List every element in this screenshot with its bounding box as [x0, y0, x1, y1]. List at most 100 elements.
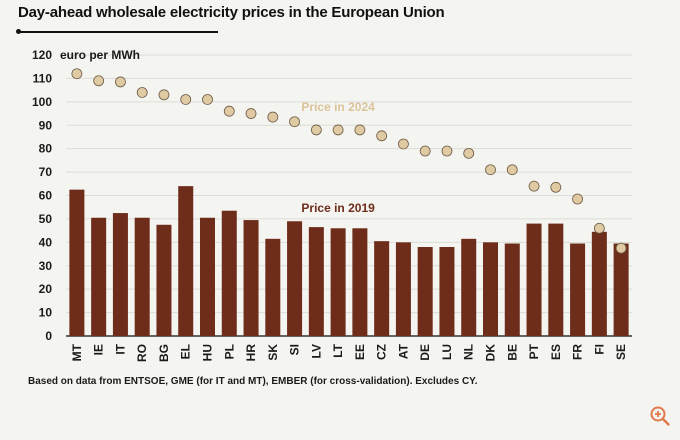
dot-2024	[71, 68, 83, 80]
y-tick-label: 50	[39, 212, 53, 226]
bar-2019	[200, 217, 215, 336]
x-tick-label: NL	[462, 344, 476, 360]
title-underline	[18, 31, 218, 33]
bar-2019	[221, 210, 237, 336]
bar-2019	[395, 242, 411, 336]
bar-2019	[417, 247, 433, 336]
bar-2019	[526, 223, 542, 336]
x-tick-label: EE	[353, 344, 367, 360]
dot-2024	[223, 105, 235, 117]
bar-2019	[374, 241, 390, 336]
source-footnote: Based on data from ENTSOE, GME (for IT a…	[28, 376, 478, 387]
dot-2024	[441, 145, 453, 157]
dot-2024	[398, 138, 409, 150]
y-tick-label: 20	[39, 282, 53, 296]
bar-2019	[504, 243, 520, 336]
bar-2019	[308, 227, 324, 336]
dot-2024	[550, 181, 562, 193]
x-tick-label: SI	[288, 344, 302, 355]
zoom-in-icon[interactable]	[649, 405, 671, 427]
y-tick-label: 40	[39, 235, 53, 249]
x-tick-label: PT	[527, 343, 541, 359]
bar-2019	[591, 231, 607, 336]
dot-2024	[136, 87, 148, 98]
x-tick-label: SK	[266, 344, 280, 361]
y-tick-label: 30	[39, 259, 53, 273]
x-tick-label: HR	[244, 344, 258, 362]
dot-2024	[267, 111, 279, 123]
x-tick-label: SE	[614, 344, 628, 360]
bar-2019	[287, 221, 303, 336]
dot-2024	[419, 145, 431, 157]
dot-2024	[354, 124, 366, 136]
x-tick-label: MT	[70, 343, 84, 361]
bar-2019	[613, 243, 629, 336]
x-tick-label: DE	[418, 344, 432, 361]
dot-2024	[93, 75, 105, 87]
dot-2024	[202, 94, 213, 105]
bar-2019	[483, 242, 498, 336]
bar-2019	[134, 217, 150, 336]
dot-2024	[572, 193, 583, 205]
x-tick-label: CZ	[375, 344, 389, 360]
x-tick-label: ES	[549, 344, 563, 360]
bar-2019	[439, 247, 455, 336]
y-tick-label: 10	[39, 306, 53, 320]
series-label-2019: Price in 2019	[301, 201, 375, 215]
y-tick-label: 110	[33, 71, 53, 85]
dot-2024	[506, 164, 518, 176]
bar-2019	[461, 238, 477, 336]
bar-2019	[243, 220, 259, 336]
x-tick-label: RO	[135, 344, 149, 362]
bar-2019	[69, 189, 85, 336]
x-tick-label: DK	[484, 344, 498, 362]
dot-2024	[245, 108, 257, 119]
y-tick-label: 80	[39, 142, 53, 156]
x-tick-label: FR	[571, 344, 585, 360]
bar-2019	[330, 228, 346, 336]
dot-2024	[593, 222, 605, 234]
dot-2024	[463, 147, 475, 159]
x-tick-label: EL	[179, 344, 193, 359]
x-tick-label: LT	[331, 343, 345, 357]
y-tick-label: 60	[39, 189, 53, 203]
x-tick-label: BE	[505, 344, 519, 361]
x-tick-label: FI	[592, 344, 606, 355]
dot-2024	[376, 130, 388, 142]
x-tick-label: LU	[440, 344, 454, 360]
dot-2024	[310, 124, 322, 136]
dot-2024	[289, 116, 300, 128]
dot-2024	[115, 76, 126, 88]
bar-2019	[352, 228, 368, 336]
dot-2024	[180, 94, 192, 105]
y-tick-label: 120	[32, 48, 52, 62]
y-axis-label: euro per MWh	[60, 48, 140, 62]
x-tick-label: AT	[396, 343, 410, 359]
x-tick-label: HU	[201, 344, 215, 361]
dot-2024	[332, 124, 344, 136]
bar-2019	[112, 213, 128, 336]
bar-2019	[91, 217, 107, 336]
dot-2024	[485, 164, 496, 176]
series-label-2024: Price in 2024	[301, 100, 375, 114]
bar-2019	[178, 186, 194, 336]
y-tick-label: 90	[39, 118, 53, 132]
x-tick-label: BG	[157, 344, 171, 362]
x-tick-label: LV	[309, 344, 323, 358]
dot-2024	[528, 180, 540, 192]
bar-2019	[548, 223, 564, 336]
bar-2019	[265, 238, 281, 336]
y-tick-label: 0	[45, 329, 52, 343]
x-tick-label: IE	[92, 344, 106, 355]
title-underline-dot	[16, 29, 21, 34]
dot-2024	[615, 242, 627, 254]
bar-2019	[156, 224, 172, 336]
bar-2019	[570, 243, 586, 336]
x-tick-label: IT	[113, 343, 127, 354]
chart-title: Day-ahead wholesale electricity prices i…	[18, 4, 445, 21]
y-tick-label: 70	[39, 165, 53, 179]
x-tick-label: PL	[222, 344, 236, 359]
dot-2024	[158, 89, 170, 101]
y-tick-label: 100	[32, 95, 52, 109]
